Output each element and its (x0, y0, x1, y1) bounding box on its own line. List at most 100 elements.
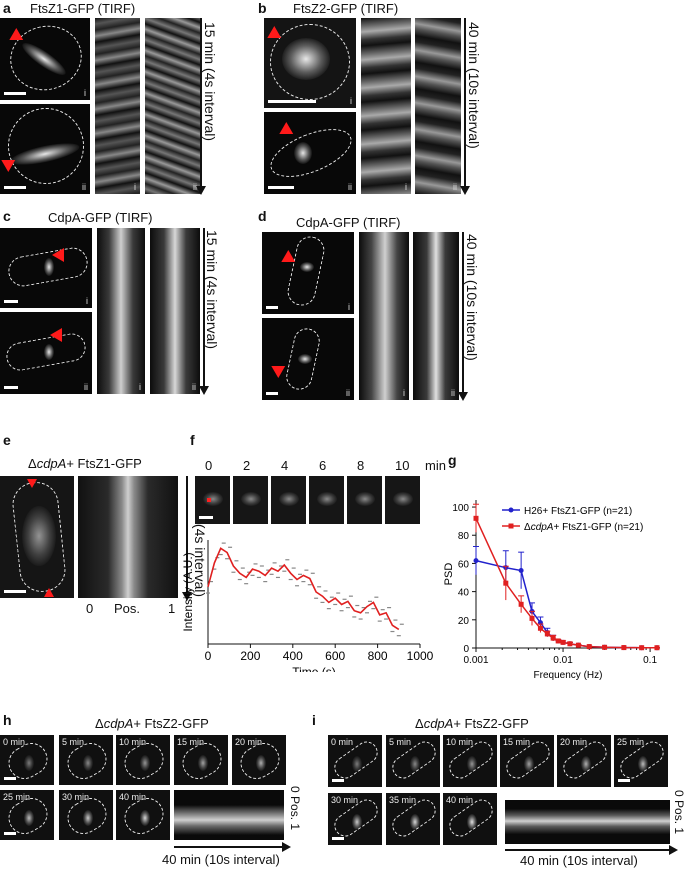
series-line (475, 517, 657, 649)
fluorescent-ring (298, 354, 312, 364)
fluorescent-ring (638, 755, 649, 772)
x-tick-label: 600 (325, 649, 345, 663)
data-point (518, 601, 524, 607)
frame-time-label: 5 min (389, 737, 412, 747)
fluorescent-ring (241, 492, 261, 506)
sub-label-ii: ii (348, 182, 352, 192)
legend-label: ΔcdpA+ FtsZ1-GFP (n=21) (524, 522, 643, 533)
panel-e-title: ΔcdpA+ FtsZ1-GFP (28, 456, 142, 471)
time-frame: 30 min (328, 793, 382, 845)
scale-bar (4, 777, 16, 780)
panel-c-kymograph-ii: ii (150, 228, 200, 394)
y-tick-label: 0 (463, 644, 469, 655)
y-axis-label: PSD (443, 563, 455, 586)
red-arrowhead-icon (44, 588, 54, 597)
panel-a-image-ii: ii (0, 104, 90, 194)
fluorescent-ring (44, 344, 54, 360)
scale-bar (4, 92, 26, 95)
scale-bar (4, 832, 16, 835)
time-axis-arrow (174, 846, 282, 848)
data-point (586, 644, 592, 650)
time-frame: 20 min (557, 735, 611, 787)
panel-a-image-i: i (0, 18, 90, 100)
panel-label-h: h (3, 712, 12, 728)
data-point (567, 641, 573, 647)
panel-b-kymograph-i: i (361, 18, 411, 194)
sub-label-ii: ii (82, 182, 86, 192)
time-frame: 30 min (59, 790, 113, 840)
scale-bar (4, 386, 18, 389)
time-frame: 15 min (174, 735, 228, 785)
panel-d-kymograph-i: i (359, 232, 409, 400)
arrow-down-icon (182, 592, 192, 601)
scale-bar (266, 306, 278, 309)
panel-b-kymograph-ii: ii (415, 18, 461, 194)
panel-i-kymograph (505, 800, 670, 844)
time-frame: 0 min (0, 735, 54, 785)
panel-b-image-i: i (264, 18, 356, 108)
arrow-down-icon (460, 186, 470, 195)
panel-d-duration-label: 40 min (10s interval) (464, 234, 480, 361)
x-tick-label: 1000 (407, 649, 434, 663)
frame-time-label: 5 min (62, 737, 85, 747)
fluorescent-ring (410, 755, 421, 772)
time-axis-arrow (203, 228, 205, 388)
time-frame: 5 min (59, 735, 113, 785)
cell-outline (8, 108, 84, 184)
red-arrowhead-icon (52, 248, 64, 262)
time-axis-arrow (464, 18, 466, 188)
frame-time-label: 10 min (119, 737, 147, 747)
panel-i-title: ΔcdpA+ FtsZ2-GFP (415, 716, 529, 731)
panel-label-c: c (3, 208, 11, 224)
panel-d-title: CdpA-GFP (TIRF) (296, 215, 401, 230)
timepoint-frame (347, 476, 382, 524)
panel-c-image-ii: ii (0, 312, 92, 394)
data-point (518, 567, 524, 573)
timepoint-label: 0 (205, 458, 213, 473)
data-point (473, 515, 479, 521)
panel-a-duration-label: 15 min (4s interval) (202, 22, 218, 142)
sub-label-ii: ii (453, 182, 457, 192)
frame-time-label: 10 min (446, 737, 474, 747)
panel-b-image-ii: ii (264, 112, 356, 194)
legend-label: H26+ FtsZ1-GFP (n=21) (524, 506, 632, 517)
time-frame: 20 min (232, 735, 286, 785)
panel-h-title: ΔcdpA+ FtsZ2-GFP (95, 716, 209, 731)
frame-time-label: 25 min (3, 792, 31, 802)
panel-d-image-i: i (262, 232, 354, 314)
scale-bar (4, 186, 26, 189)
time-frame: 40 min (116, 790, 170, 840)
panel-e-kymograph (78, 476, 178, 598)
fluorescent-ring (467, 755, 478, 772)
time-axis-arrow (186, 476, 188, 594)
panel-f-time-unit: min (425, 458, 446, 473)
frame-time-label: 40 min (119, 792, 147, 802)
fluorescent-ring (256, 755, 267, 771)
sub-label-i: i (350, 96, 352, 106)
panel-a-title: FtsZ1-GFP (TIRF) (30, 1, 136, 16)
timepoint-frame (233, 476, 268, 524)
time-frame: 25 min (0, 790, 54, 840)
time-frame: 10 min (443, 735, 497, 787)
frame-time-label: 0 min (331, 737, 354, 747)
intensity-time-chart: 0 200 400 600 800 1000 Time (s) Intensity (A.U.… (181, 540, 434, 672)
panel-label-e: e (3, 432, 11, 448)
red-arrowhead-icon (279, 121, 297, 141)
time-frame: 35 min (386, 793, 440, 845)
fluorescent-ring (140, 755, 151, 771)
sub-label-ii: ii (346, 388, 350, 398)
panel-b-title: FtsZ2-GFP (TIRF) (293, 1, 399, 16)
arrow-down-icon (199, 386, 209, 395)
panel-label-a: a (3, 0, 11, 16)
sub-label-i: i (403, 388, 405, 398)
fluorescent-ring (83, 810, 94, 826)
x-tick-label: 0 (205, 649, 212, 663)
sub-label-ii: ii (193, 182, 197, 192)
fluorescent-ring (393, 492, 413, 506)
frame-time-label: 20 min (235, 737, 263, 747)
timepoint-frame (195, 476, 230, 524)
y-tick-label: 60 (458, 559, 470, 570)
pos-end-label: 1 (168, 601, 176, 616)
fluorescent-ring (524, 755, 535, 772)
fluorescent-ring (467, 813, 478, 830)
